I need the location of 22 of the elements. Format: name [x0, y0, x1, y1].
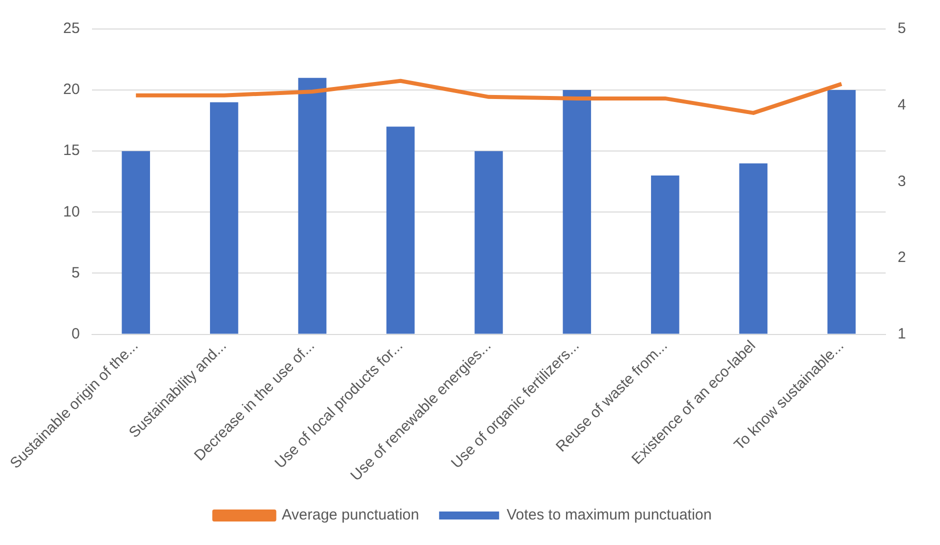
y2-tick-label: 1 [898, 325, 906, 342]
y-tick-label: 10 [63, 203, 80, 220]
legend-label: Votes to maximum punctuation [506, 506, 712, 524]
bar [827, 90, 856, 334]
y2-tick-label: 3 [898, 172, 906, 190]
y2-tick-label: 4 [898, 96, 906, 114]
y-tick-label: 25 [63, 20, 80, 38]
bar [562, 90, 592, 334]
bar [298, 78, 326, 334]
y2-tick-label: 2 [898, 249, 906, 266]
y-tick-label: 0 [71, 325, 80, 342]
y-tick-label: 15 [63, 142, 80, 160]
bar [739, 163, 768, 334]
bar [474, 151, 503, 334]
bar [122, 151, 150, 334]
y2-tick-label: 5 [898, 20, 906, 38]
y-tick-label: 20 [63, 81, 80, 98]
bar [386, 126, 415, 334]
bar [210, 102, 238, 334]
bar [651, 176, 680, 334]
legend-label: Average punctuation [282, 506, 420, 524]
y-tick-label: 5 [71, 264, 80, 282]
